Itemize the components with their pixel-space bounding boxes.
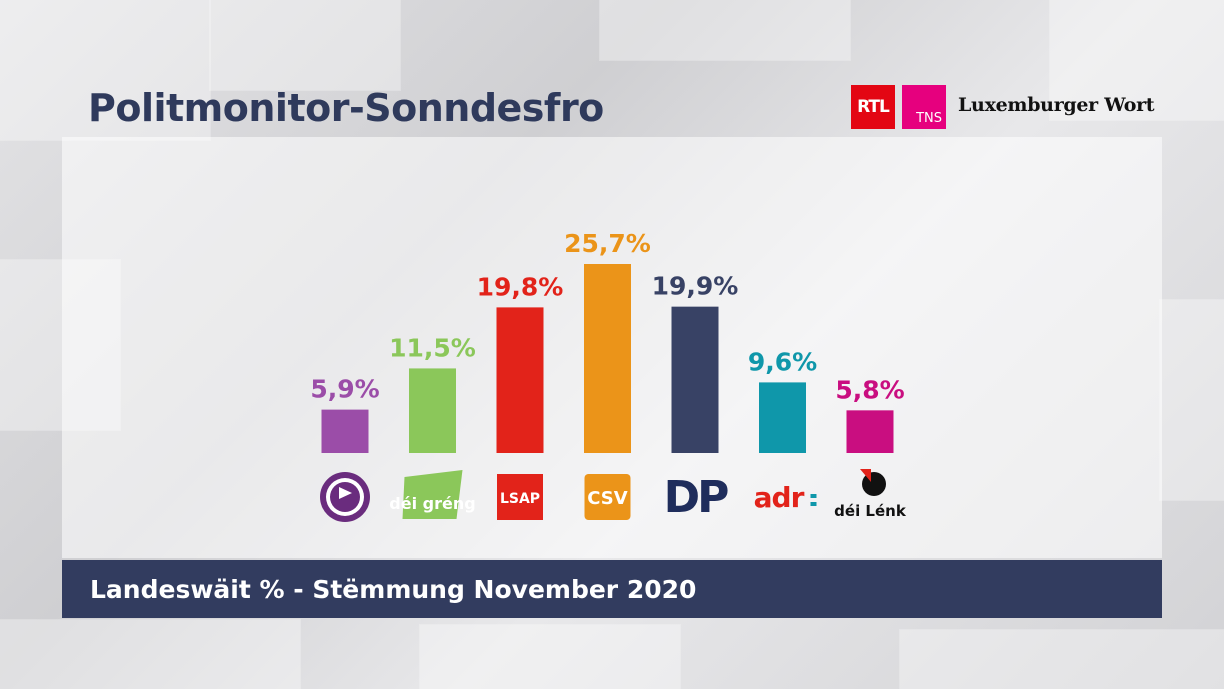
party-logo-text: DP [664,472,729,523]
bar-value-label: 19,9% [652,272,739,301]
bar-2 [409,368,456,453]
footer-bar: Landeswäit % - Stëmmung November 2020 [62,560,1162,618]
rtl-logo: RTL [851,85,895,129]
party-logo-3: LSAP [497,474,543,520]
bar-value-label: 5,8% [835,375,904,404]
bar-value-label: 9,6% [748,347,817,376]
party-logo-text: adr [754,481,805,514]
bar-7 [846,410,894,453]
party-logo-5: DP [664,472,732,523]
footer-caption: Landeswäit % - Stëmmung November 2020 [90,575,697,604]
party-logo-text: déi gréng [389,494,475,513]
party-logo-1 [320,472,370,522]
bar-3 [496,307,544,453]
party-logo-2: déi gréng [389,470,476,519]
party-logo-text: déi Lénk [834,502,907,520]
bar-value-label: 5,9% [310,375,379,404]
bar-value-label: 11,5% [389,333,476,362]
party-logo-6: adr [754,481,817,514]
party-logo-text: LSAP [500,491,540,507]
bar-5 [671,306,719,453]
bar-1 [321,409,369,453]
page-title: Politmonitor-Sonndesfro [88,86,604,130]
bar-6 [759,382,806,453]
party-logo-7: déi Lénk [834,469,907,520]
bar-4 [584,264,631,453]
tns-logo: TNS [902,85,946,129]
bar-value-label: 25,7% [564,229,651,258]
party-logo-4: CSV [584,474,631,520]
party-logo-text: CSV [587,488,628,509]
luxemburger-wort-logo: Luxemburger Wort [958,94,1155,116]
bar-value-label: 19,8% [477,272,564,301]
